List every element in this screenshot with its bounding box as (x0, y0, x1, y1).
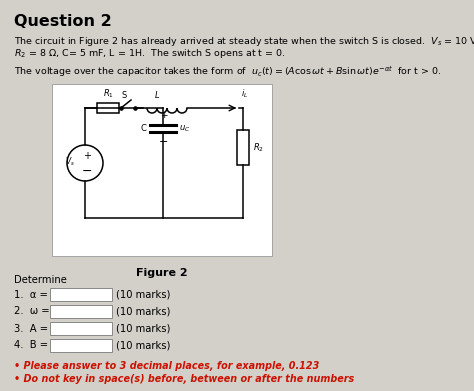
Text: $R_2$: $R_2$ (253, 141, 264, 154)
Text: The voltage over the capacitor takes the form of  $u_c(t) = (A\cos\omega t + B\s: The voltage over the capacitor takes the… (14, 64, 441, 79)
Bar (237, 130, 249, 165)
Text: (10 marks): (10 marks) (116, 341, 170, 350)
Text: (10 marks): (10 marks) (116, 307, 170, 316)
Text: 1.  α =: 1. α = (14, 289, 48, 300)
Text: 4.  B =: 4. B = (14, 341, 48, 350)
Text: $R_2$ = 8 Ω, C= 5 mF, L = 1H.  The switch S opens at t = 0.: $R_2$ = 8 Ω, C= 5 mF, L = 1H. The switch… (14, 47, 285, 60)
Text: $V_s$: $V_s$ (65, 156, 75, 168)
Bar (50, 322, 112, 335)
Bar (52, 84, 272, 256)
Text: $L$: $L$ (154, 89, 160, 100)
Circle shape (67, 145, 103, 181)
Text: −: − (82, 165, 92, 178)
Text: • Do not key in space(s) before, between or after the numbers: • Do not key in space(s) before, between… (14, 374, 354, 384)
Bar (50, 305, 112, 318)
Text: $i_L$: $i_L$ (241, 88, 248, 100)
Text: 3.  A =: 3. A = (14, 323, 48, 334)
Text: Figure 2: Figure 2 (136, 268, 188, 278)
Text: +: + (83, 151, 91, 161)
Text: S: S (122, 91, 127, 100)
Text: (10 marks): (10 marks) (116, 289, 170, 300)
Text: 2.  ω =: 2. ω = (14, 307, 50, 316)
Text: C: C (140, 124, 146, 133)
Bar (50, 339, 112, 352)
Text: −: − (159, 137, 169, 147)
Text: Question 2: Question 2 (14, 14, 112, 29)
Text: (10 marks): (10 marks) (116, 323, 170, 334)
Text: • Please answer to 3 decimal places, for example, 0.123: • Please answer to 3 decimal places, for… (14, 361, 319, 371)
Bar (97, 103, 119, 113)
Text: The circuit in Figure 2 has already arrived at steady state when the switch S is: The circuit in Figure 2 has already arri… (14, 35, 474, 48)
Bar (50, 288, 112, 301)
Text: +: + (160, 111, 168, 120)
Text: $R_1$: $R_1$ (102, 88, 113, 100)
Text: $u_C$: $u_C$ (179, 123, 191, 134)
Text: Determine: Determine (14, 275, 67, 285)
